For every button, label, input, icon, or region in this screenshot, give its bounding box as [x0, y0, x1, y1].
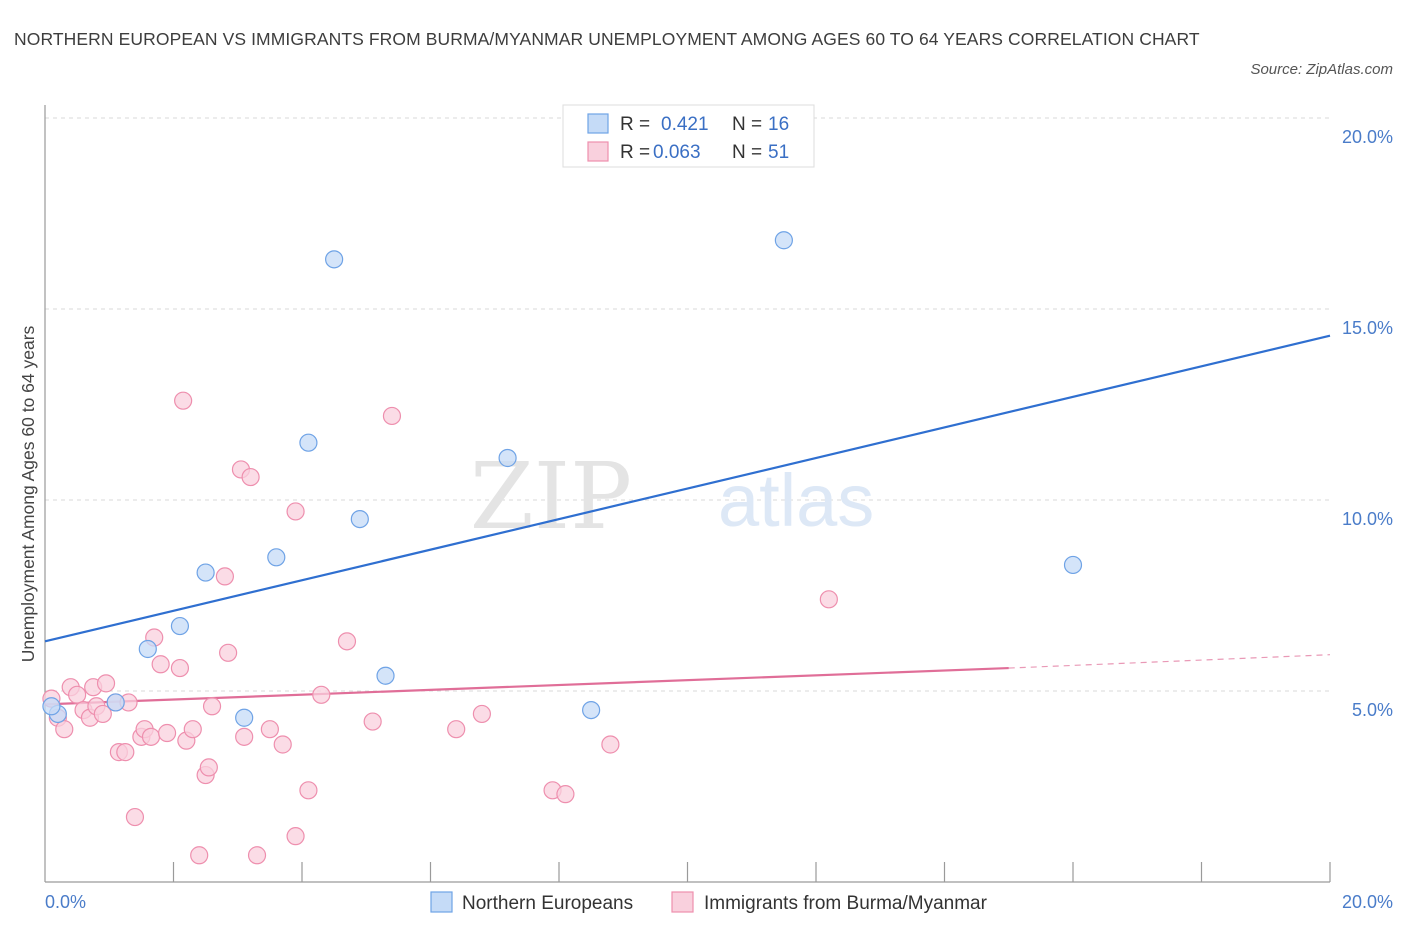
- point-northern-14: [1063, 555, 1083, 575]
- trend-line-1: [44, 666, 1009, 706]
- legend-r-value-2: 0.063: [653, 142, 701, 163]
- point-burma-10: [96, 674, 116, 693]
- grid-lines: [45, 117, 1330, 692]
- bottom-legend: Northern Europeans Immigrants from Burma…: [430, 891, 988, 914]
- point-burma-40: [299, 781, 318, 800]
- point-burma-37: [273, 735, 292, 754]
- point-burma-33: [235, 727, 254, 746]
- legend-n-label-1: N =: [732, 114, 762, 135]
- point-burma-4: [68, 685, 87, 704]
- point-northern-15: [42, 697, 61, 716]
- point-northern-2: [138, 639, 157, 659]
- point-burma-23: [174, 391, 193, 410]
- point-northern-11: [498, 448, 517, 468]
- trend-lines: [44, 334, 1331, 706]
- legend-r-label-2: R =: [620, 142, 650, 163]
- watermark-zip: ZIP: [470, 443, 632, 550]
- legend-n-label-2: N =: [732, 142, 762, 163]
- point-burma-42: [337, 632, 357, 651]
- point-northern-1: [106, 693, 125, 712]
- point-burma-39: [286, 502, 305, 521]
- point-burma-21: [157, 723, 177, 743]
- point-burma-45: [447, 720, 466, 739]
- point-burma-29: [202, 697, 222, 716]
- point-northern-10: [376, 666, 395, 685]
- point-burma-31: [219, 643, 238, 662]
- point-burma-50: [819, 590, 838, 609]
- y-axis-title: Unemployment Among Ages 60 to 64 years: [18, 325, 38, 662]
- point-burma-26: [190, 846, 209, 865]
- bottom-legend-label-burma: Immigrants from Burma/Myanmar: [704, 893, 988, 914]
- point-burma-46: [472, 704, 491, 724]
- point-burma-48: [556, 785, 575, 804]
- bottom-legend-swatch-northern: [430, 891, 453, 913]
- point-burma-44: [382, 406, 402, 426]
- point-burma-38: [286, 827, 305, 846]
- y-tick-label-2: 15.0%: [1342, 318, 1393, 338]
- point-northern-3: [170, 616, 190, 636]
- point-northern-12: [582, 700, 601, 720]
- x-ticks: [172, 862, 1331, 882]
- legend-n-value-1: 16: [768, 114, 789, 135]
- trend-line-dashed-1: [1008, 654, 1331, 669]
- y-tick-label-3: 20.0%: [1342, 127, 1393, 147]
- point-burma-30: [215, 567, 234, 586]
- point-northern-8: [325, 250, 344, 269]
- point-northern-13: [774, 231, 793, 250]
- point-burma-43: [363, 712, 382, 731]
- x-tick-label-min: 0.0%: [45, 892, 86, 912]
- point-northern-5: [235, 708, 254, 727]
- axes: [44, 105, 1330, 883]
- point-burma-22: [170, 658, 190, 678]
- legend-n-value-2: 51: [768, 142, 789, 163]
- watermark: ZIP atlas: [470, 443, 874, 550]
- point-burma-20: [151, 655, 170, 674]
- chart-title: NORTHERN EUROPEAN VS IMMIGRANTS FROM BUR…: [14, 29, 1200, 49]
- trend-line-0: [44, 334, 1331, 643]
- point-burma-18: [141, 727, 161, 746]
- point-northern-9: [350, 509, 369, 529]
- legend-swatch-northern: [587, 113, 609, 134]
- y-tick-labels: 5.0% 10.0% 15.0% 20.0%: [1342, 127, 1393, 720]
- point-northern-4: [196, 563, 215, 582]
- y-tick-label-0: 5.0%: [1352, 700, 1393, 720]
- point-burma-8: [93, 704, 112, 724]
- legend-swatch-burma: [587, 141, 609, 162]
- watermark-atlas: atlas: [718, 459, 874, 542]
- x-tick-label-max: 20.0%: [1342, 892, 1393, 912]
- point-burma-2: [55, 720, 74, 739]
- point-burma-13: [116, 743, 135, 762]
- top-legend: R = 0.421 N = 16 R = 0.063 N = 51: [562, 104, 815, 168]
- point-northern-6: [267, 548, 286, 567]
- point-burma-25: [183, 720, 202, 739]
- point-burma-34: [241, 467, 260, 487]
- point-burma-35: [247, 846, 267, 865]
- y-tick-label-1: 10.0%: [1342, 509, 1393, 529]
- point-burma-15: [125, 807, 145, 827]
- bottom-legend-label-northern: Northern Europeans: [462, 893, 633, 914]
- data-points: [42, 231, 1083, 865]
- bottom-legend-swatch-burma: [671, 891, 694, 913]
- point-burma-41: [312, 685, 331, 704]
- point-burma-28: [199, 758, 218, 777]
- chart-source: Source: ZipAtlas.com: [1250, 61, 1393, 78]
- point-burma-36: [260, 720, 279, 739]
- point-burma-49: [601, 735, 620, 754]
- legend-r-value-1: 0.421: [661, 114, 709, 135]
- point-northern-7: [299, 433, 318, 452]
- legend-r-label-1: R =: [620, 114, 650, 135]
